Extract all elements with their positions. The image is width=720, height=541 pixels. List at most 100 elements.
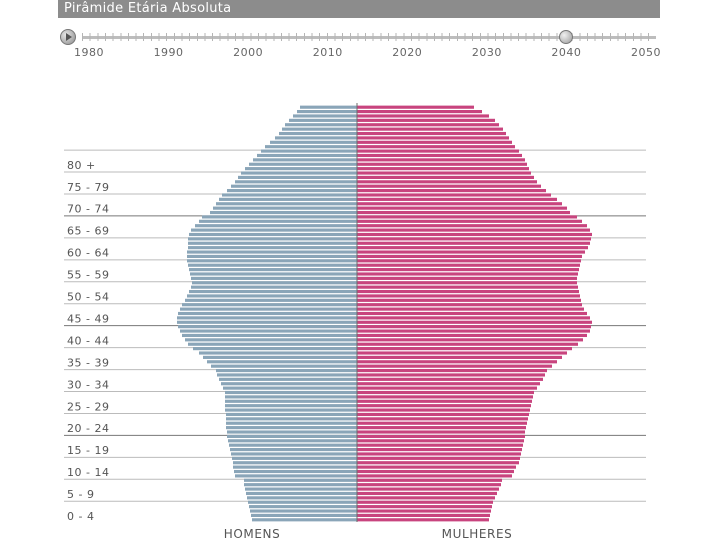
- bar-mulheres: [357, 167, 529, 171]
- bar-homens: [275, 136, 357, 140]
- bar-homens: [180, 329, 357, 333]
- bar-homens: [297, 110, 357, 114]
- bar-homens: [300, 105, 357, 109]
- bar-mulheres: [357, 412, 529, 417]
- bar-homens: [219, 377, 357, 381]
- bar-mulheres: [357, 171, 531, 175]
- bar-mulheres: [357, 478, 502, 482]
- year-slider-ticks: [82, 33, 656, 41]
- bar-homens: [257, 153, 357, 158]
- bar-homens: [180, 307, 357, 311]
- bar-mulheres: [357, 246, 588, 250]
- bar-mulheres: [357, 145, 515, 149]
- bar-homens: [182, 333, 357, 338]
- bar-mulheres: [357, 263, 580, 267]
- bar-mulheres: [357, 210, 570, 215]
- bar-homens: [261, 149, 357, 153]
- year-slider-thumb[interactable]: [559, 30, 574, 44]
- bar-homens: [191, 285, 357, 289]
- bar-homens: [207, 360, 357, 364]
- bar-mulheres: [357, 347, 572, 351]
- bar-mulheres: [357, 364, 552, 368]
- bar-mulheres: [357, 496, 495, 500]
- bar-mulheres: [357, 505, 492, 509]
- bar-mulheres: [357, 281, 577, 285]
- xlabel-mulheres: MULHERES: [441, 527, 513, 541]
- bar-homens: [178, 311, 357, 316]
- age-group-label: 10 - 14: [67, 466, 109, 479]
- bar-mulheres: [357, 303, 582, 307]
- bar-homens: [289, 118, 357, 122]
- year-label-2030: 2030: [471, 46, 502, 59]
- bar-homens: [238, 175, 357, 180]
- bar-homens: [231, 184, 357, 188]
- bar-mulheres: [357, 395, 533, 399]
- bar-homens: [246, 491, 357, 496]
- bar-homens: [253, 158, 357, 162]
- xlabel-homens: HOMENS: [223, 527, 281, 541]
- age-group-label: 50 - 54: [67, 291, 109, 304]
- bar-homens: [234, 469, 357, 474]
- bar-mulheres: [357, 408, 530, 412]
- bar-mulheres: [357, 206, 567, 210]
- bar-mulheres: [357, 443, 523, 447]
- bar-homens: [195, 224, 357, 228]
- bar-homens: [245, 167, 357, 171]
- bar-mulheres: [357, 110, 482, 114]
- age-group-label: 30 - 34: [67, 378, 109, 391]
- bar-homens: [233, 461, 357, 465]
- bar-mulheres: [357, 250, 585, 254]
- bar-mulheres: [357, 500, 493, 504]
- bar-mulheres: [357, 311, 587, 316]
- bar-homens: [228, 439, 357, 443]
- bar-mulheres: [357, 447, 522, 452]
- bar-homens: [216, 368, 357, 373]
- bar-homens: [210, 210, 357, 215]
- bar-homens: [248, 500, 357, 504]
- bar-mulheres: [357, 390, 534, 395]
- bar-mulheres: [357, 368, 547, 373]
- bar-homens: [191, 276, 357, 280]
- bar-homens: [249, 162, 357, 166]
- bar-mulheres: [357, 404, 531, 408]
- bar-homens: [226, 417, 357, 421]
- bar-homens: [177, 316, 357, 320]
- bar-mulheres: [357, 272, 578, 276]
- bar-homens: [185, 298, 357, 302]
- bar-mulheres: [357, 193, 551, 197]
- bar-mulheres: [357, 487, 499, 491]
- bar-homens: [211, 364, 357, 368]
- bar-mulheres: [357, 518, 489, 522]
- bar-homens: [231, 452, 357, 456]
- bar-mulheres: [357, 276, 577, 280]
- bar-mulheres: [357, 123, 499, 127]
- bar-homens: [213, 206, 357, 210]
- bar-mulheres: [357, 483, 501, 487]
- bar-mulheres: [357, 180, 537, 184]
- bar-mulheres: [357, 268, 579, 272]
- bar-homens: [182, 303, 357, 307]
- bar-mulheres: [357, 333, 587, 338]
- bar-homens: [293, 114, 357, 118]
- bar-mulheres: [357, 254, 582, 259]
- bar-mulheres: [357, 285, 578, 289]
- bar-homens: [203, 355, 357, 359]
- age-group-label: 15 - 19: [67, 444, 109, 457]
- bar-homens: [193, 347, 357, 351]
- bar-mulheres: [357, 158, 525, 162]
- bar-mulheres: [357, 162, 527, 166]
- bar-homens: [244, 483, 357, 487]
- bar-mulheres: [357, 118, 495, 122]
- bar-mulheres: [357, 452, 521, 456]
- bar-homens: [188, 342, 357, 346]
- bar-homens: [250, 509, 357, 513]
- bar-mulheres: [357, 316, 590, 320]
- bar-homens: [227, 430, 357, 434]
- bar-homens: [233, 465, 357, 469]
- play-button[interactable]: [60, 29, 76, 45]
- bar-homens: [222, 193, 357, 197]
- bar-mulheres: [357, 224, 587, 228]
- page-title: Pirâmide Etária Absoluta: [64, 1, 232, 16]
- bar-homens: [230, 447, 357, 452]
- bar-mulheres: [357, 509, 491, 513]
